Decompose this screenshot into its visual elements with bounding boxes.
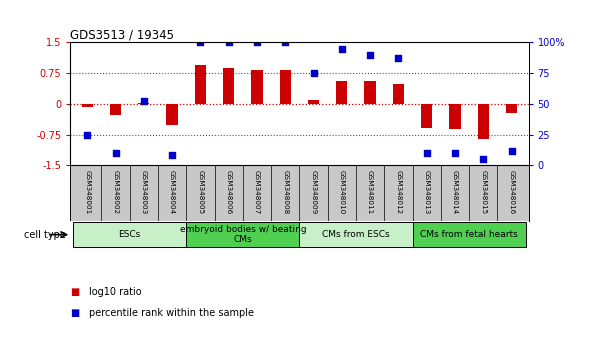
Bar [421,104,433,128]
Point [280,40,290,45]
Point [507,148,516,153]
Text: GSM348004: GSM348004 [169,170,175,214]
Point [309,70,318,76]
Text: GSM348013: GSM348013 [423,170,430,214]
Bar [82,104,93,107]
Bar [73,222,186,247]
Text: CMs from ESCs: CMs from ESCs [322,230,390,239]
Bar [195,65,206,104]
Bar [251,70,263,104]
Text: GSM348010: GSM348010 [339,170,345,214]
Text: GSM348006: GSM348006 [225,170,232,214]
Point [393,56,403,61]
Text: ■: ■ [70,308,79,318]
Text: GDS3513 / 19345: GDS3513 / 19345 [70,28,174,41]
Text: GSM348012: GSM348012 [395,170,401,214]
Point [111,150,120,156]
Text: GSM348008: GSM348008 [282,170,288,214]
Bar [299,222,412,247]
Point [139,99,148,104]
Bar [186,222,299,247]
Bar [412,222,525,247]
Text: ■: ■ [70,287,79,297]
Point [422,150,431,156]
Bar [364,81,376,104]
Bar [393,84,404,104]
Text: GSM348016: GSM348016 [508,170,514,214]
Text: embryoid bodies w/ beating
CMs: embryoid bodies w/ beating CMs [180,225,306,244]
Text: log10 ratio: log10 ratio [89,287,141,297]
Text: GSM348003: GSM348003 [141,170,147,214]
Bar [308,100,319,104]
Text: GSM348001: GSM348001 [84,170,90,214]
Text: cell type: cell type [24,230,66,240]
Point [252,40,262,45]
Text: GSM348015: GSM348015 [480,170,486,214]
Bar [280,70,291,104]
Bar [166,104,178,125]
Point [167,153,177,158]
Text: GSM348009: GSM348009 [310,170,316,214]
Point [450,150,460,156]
Bar [110,104,121,115]
Text: percentile rank within the sample: percentile rank within the sample [89,308,254,318]
Point [478,156,488,162]
Point [365,52,375,58]
Text: ESCs: ESCs [119,230,141,239]
Text: GSM348014: GSM348014 [452,170,458,214]
Bar [138,103,150,104]
Text: GSM348002: GSM348002 [112,170,119,214]
Point [337,46,346,51]
Point [196,40,205,45]
Text: GSM348007: GSM348007 [254,170,260,214]
Text: GSM348005: GSM348005 [197,170,203,214]
Point [224,40,233,45]
Bar [478,104,489,139]
Bar [449,104,461,129]
Point [82,132,92,137]
Text: GSM348011: GSM348011 [367,170,373,214]
Bar [506,104,517,113]
Bar [336,81,348,104]
Bar [223,68,235,104]
Text: CMs from fetal hearts: CMs from fetal hearts [420,230,518,239]
